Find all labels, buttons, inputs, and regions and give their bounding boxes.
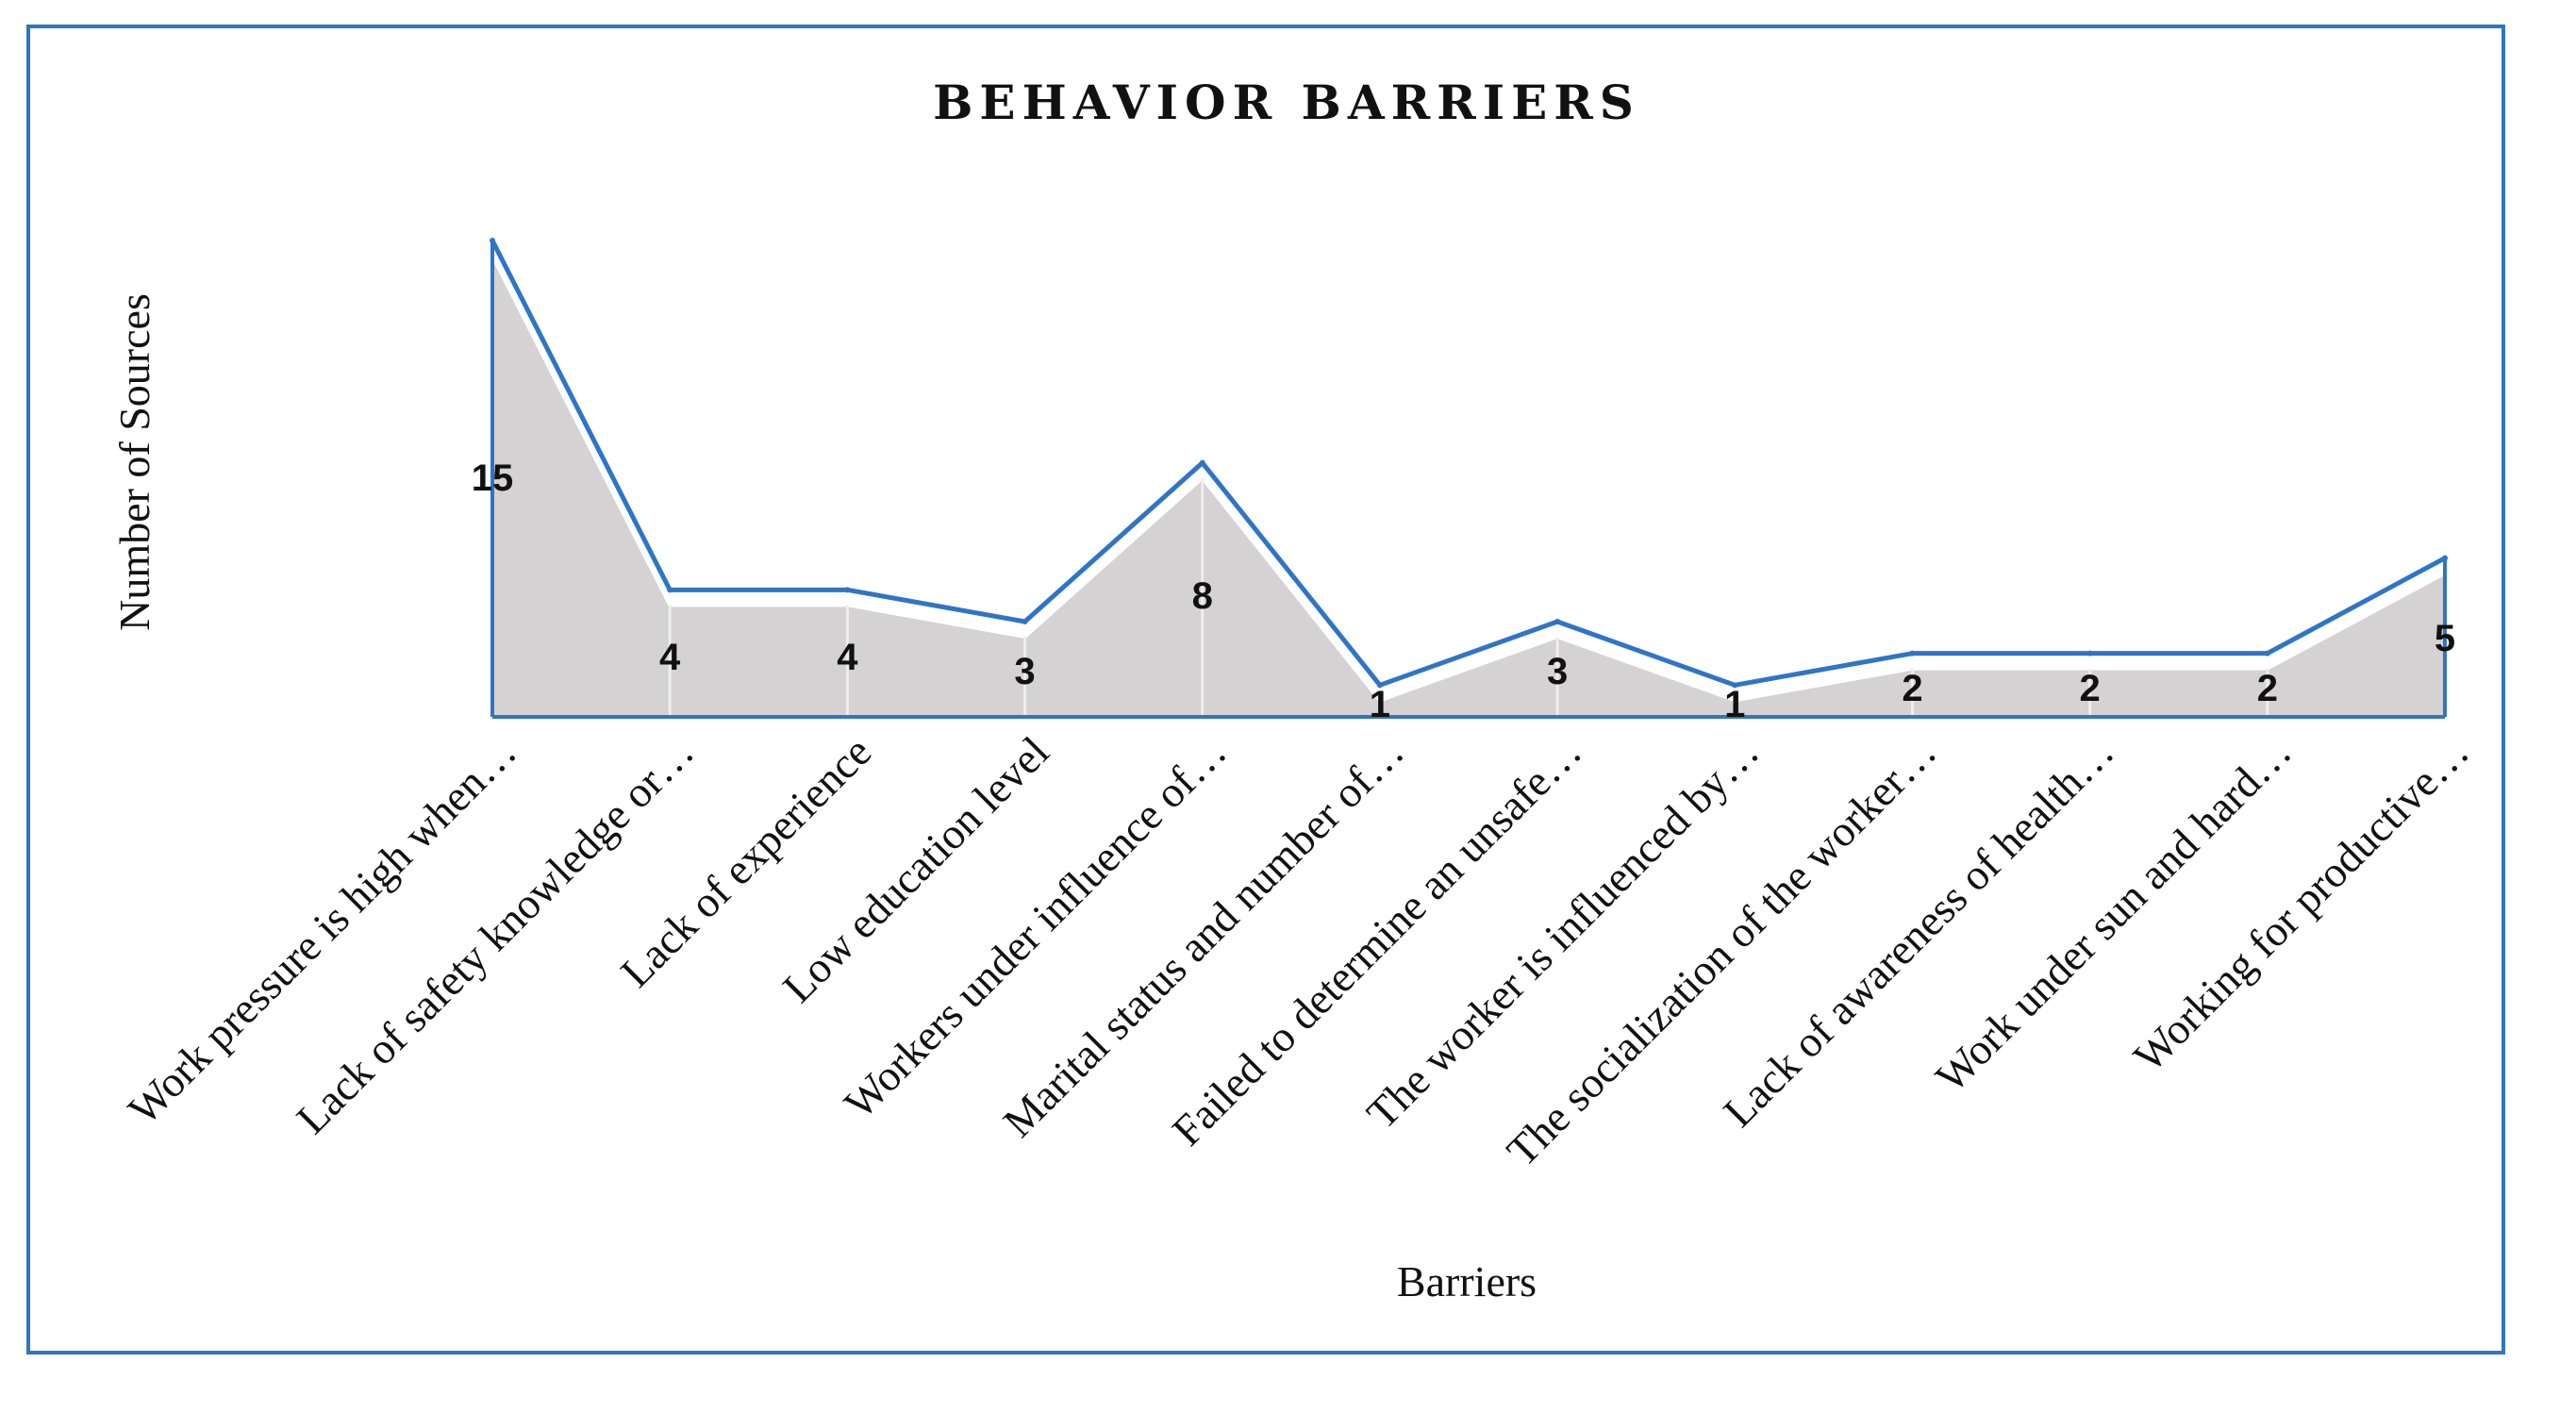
data-point (1022, 619, 1028, 624)
data-label: 8 (1192, 575, 1213, 617)
data-point (2442, 555, 2448, 561)
y-axis-title: Number of Sources (110, 293, 158, 631)
data-point (490, 238, 495, 243)
data-label: 4 (837, 637, 858, 678)
data-point (844, 587, 851, 593)
data-point (2264, 650, 2270, 657)
data-label: 1 (1370, 684, 1390, 725)
data-point (667, 587, 673, 593)
data-point (1199, 459, 1205, 466)
data-label: 15 (472, 457, 514, 499)
data-point (1554, 619, 1561, 624)
data-point (2086, 650, 2093, 657)
data-label: 1 (1724, 684, 1745, 725)
data-label: 4 (659, 637, 681, 678)
data-point (1909, 650, 1916, 657)
x-axis-title: Barriers (1397, 1257, 1537, 1305)
chart-title: BEHAVIOR BARRIERS (933, 75, 1640, 130)
x-tick-label: Working for productive… (2124, 727, 2478, 1081)
series-area (490, 255, 2447, 719)
data-point (1732, 682, 1738, 689)
data-point (1376, 682, 1383, 689)
x-tick-label: Workers under influence of… (835, 727, 1236, 1128)
data-label: 2 (2257, 668, 2278, 709)
data-label: 5 (2435, 618, 2455, 659)
data-label: 3 (1014, 651, 1035, 692)
data-label: 2 (2080, 668, 2101, 709)
x-tick-label: Work under sun and hard… (1926, 727, 2301, 1102)
data-label: 2 (1902, 668, 1922, 709)
data-label: 3 (1547, 651, 1568, 692)
series-line (490, 239, 2447, 688)
